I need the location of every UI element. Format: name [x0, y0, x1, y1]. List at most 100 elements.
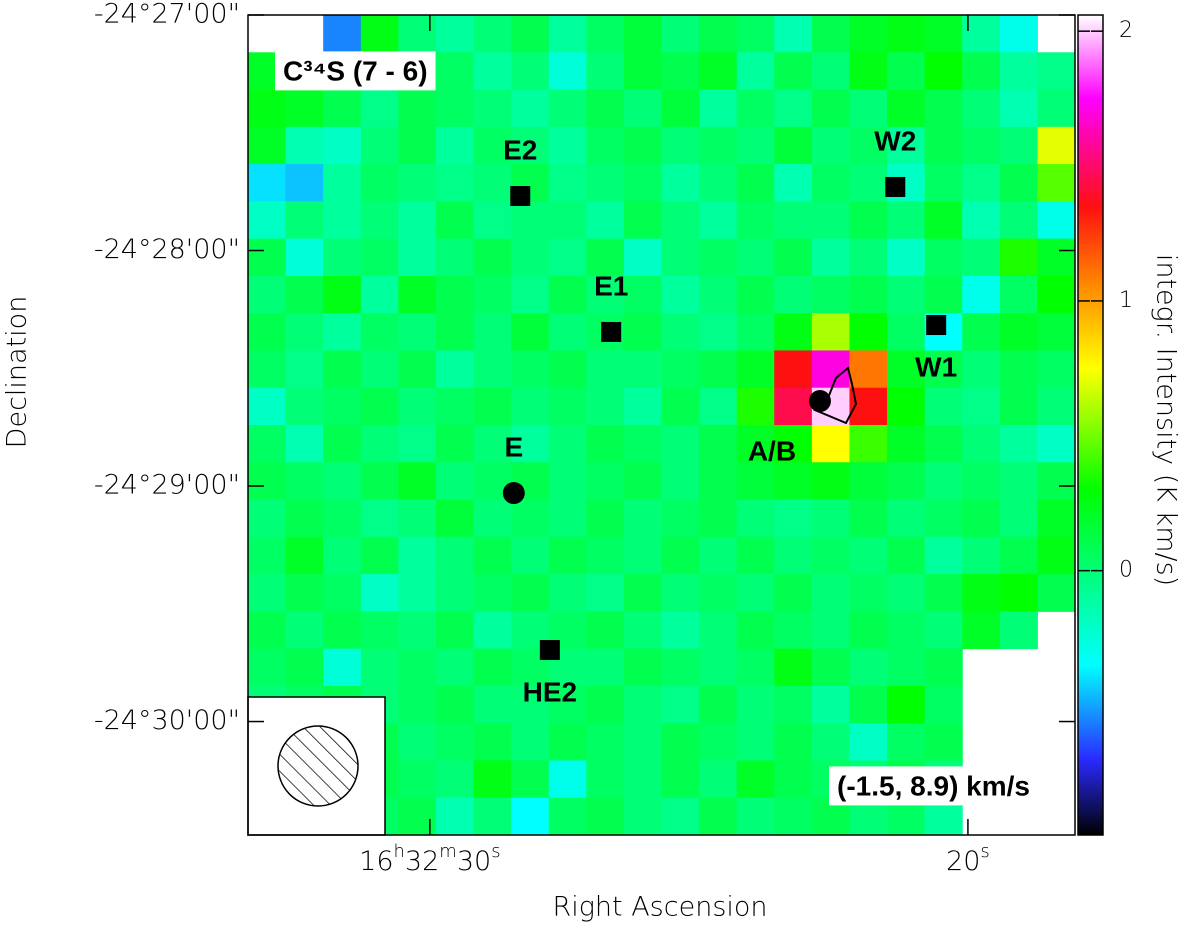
cell [999, 462, 1038, 501]
cell [435, 201, 475, 240]
cell [849, 126, 888, 165]
cell [360, 15, 399, 53]
cell [1037, 425, 1076, 463]
cell [248, 350, 287, 389]
cell [699, 15, 738, 53]
cell [887, 723, 926, 761]
cell [699, 387, 738, 426]
cell [548, 15, 587, 53]
cell [586, 574, 625, 612]
cell [623, 574, 662, 612]
cell [511, 536, 550, 575]
cell [398, 89, 437, 128]
cell [849, 462, 888, 501]
cell [248, 425, 287, 463]
cell [435, 126, 475, 165]
cell [623, 126, 662, 165]
cell [473, 611, 512, 650]
cell [661, 760, 700, 799]
overlay: E2 W2 E1 W1 A/B E HE2 C³⁴S (7 - 6) (-1.5, 8.9) k… [275, 51, 1038, 806]
cell [548, 685, 587, 724]
cell [699, 797, 738, 836]
cell [774, 648, 813, 687]
cell [924, 164, 963, 202]
cell [473, 275, 512, 314]
cell [774, 350, 813, 389]
source-label: E [504, 431, 523, 462]
cell [435, 760, 475, 799]
cell [548, 89, 587, 128]
cell [473, 126, 512, 165]
cell [811, 52, 850, 91]
cell [623, 52, 662, 91]
cell [435, 387, 475, 426]
cell [887, 387, 926, 426]
cell [924, 52, 963, 91]
cell [699, 685, 738, 724]
cell [887, 574, 926, 612]
cell [924, 574, 963, 612]
cell [962, 350, 1001, 389]
cell [435, 238, 475, 277]
cell [699, 201, 738, 240]
cell [887, 425, 926, 463]
cell [398, 648, 437, 687]
cell [699, 536, 738, 575]
cell [1037, 313, 1076, 351]
cell [360, 238, 399, 277]
cell [811, 425, 850, 463]
cell [811, 126, 850, 165]
cell [473, 425, 512, 463]
cell [586, 536, 625, 575]
cell [511, 52, 550, 91]
cell [435, 462, 475, 501]
cell [473, 536, 512, 575]
source-marker [502, 482, 525, 505]
cell [811, 89, 850, 128]
cell [473, 685, 512, 724]
cell [586, 275, 625, 314]
cell [999, 387, 1038, 426]
cell [774, 797, 813, 836]
cell [623, 536, 662, 575]
cell [360, 275, 399, 314]
cell [248, 238, 287, 277]
cell [1037, 126, 1076, 165]
cell [323, 201, 362, 240]
cell [586, 89, 625, 128]
cell [623, 350, 662, 389]
cell [774, 201, 813, 240]
cell [548, 350, 587, 389]
cell [323, 126, 362, 165]
cell [924, 462, 963, 501]
cell [849, 723, 888, 761]
cell [623, 15, 662, 53]
cell [586, 462, 625, 501]
cell [248, 648, 287, 687]
cell [736, 275, 775, 314]
cell [924, 723, 963, 761]
cell [623, 611, 662, 650]
cell [586, 723, 625, 761]
cell [962, 201, 1001, 240]
cell [473, 499, 512, 538]
cell [548, 574, 587, 612]
cell [849, 52, 888, 91]
cell [435, 499, 475, 538]
cell [736, 797, 775, 836]
cell [736, 611, 775, 650]
cell [999, 350, 1038, 389]
cell [887, 350, 926, 389]
cell [548, 797, 587, 836]
cell [548, 313, 587, 351]
cell [323, 275, 362, 314]
cell [849, 685, 888, 724]
cell [661, 15, 700, 53]
cell [323, 238, 362, 277]
cell [736, 238, 775, 277]
cell [586, 648, 625, 687]
cell [511, 89, 550, 128]
cell [736, 425, 775, 463]
cell [661, 238, 700, 277]
cell [774, 52, 813, 91]
